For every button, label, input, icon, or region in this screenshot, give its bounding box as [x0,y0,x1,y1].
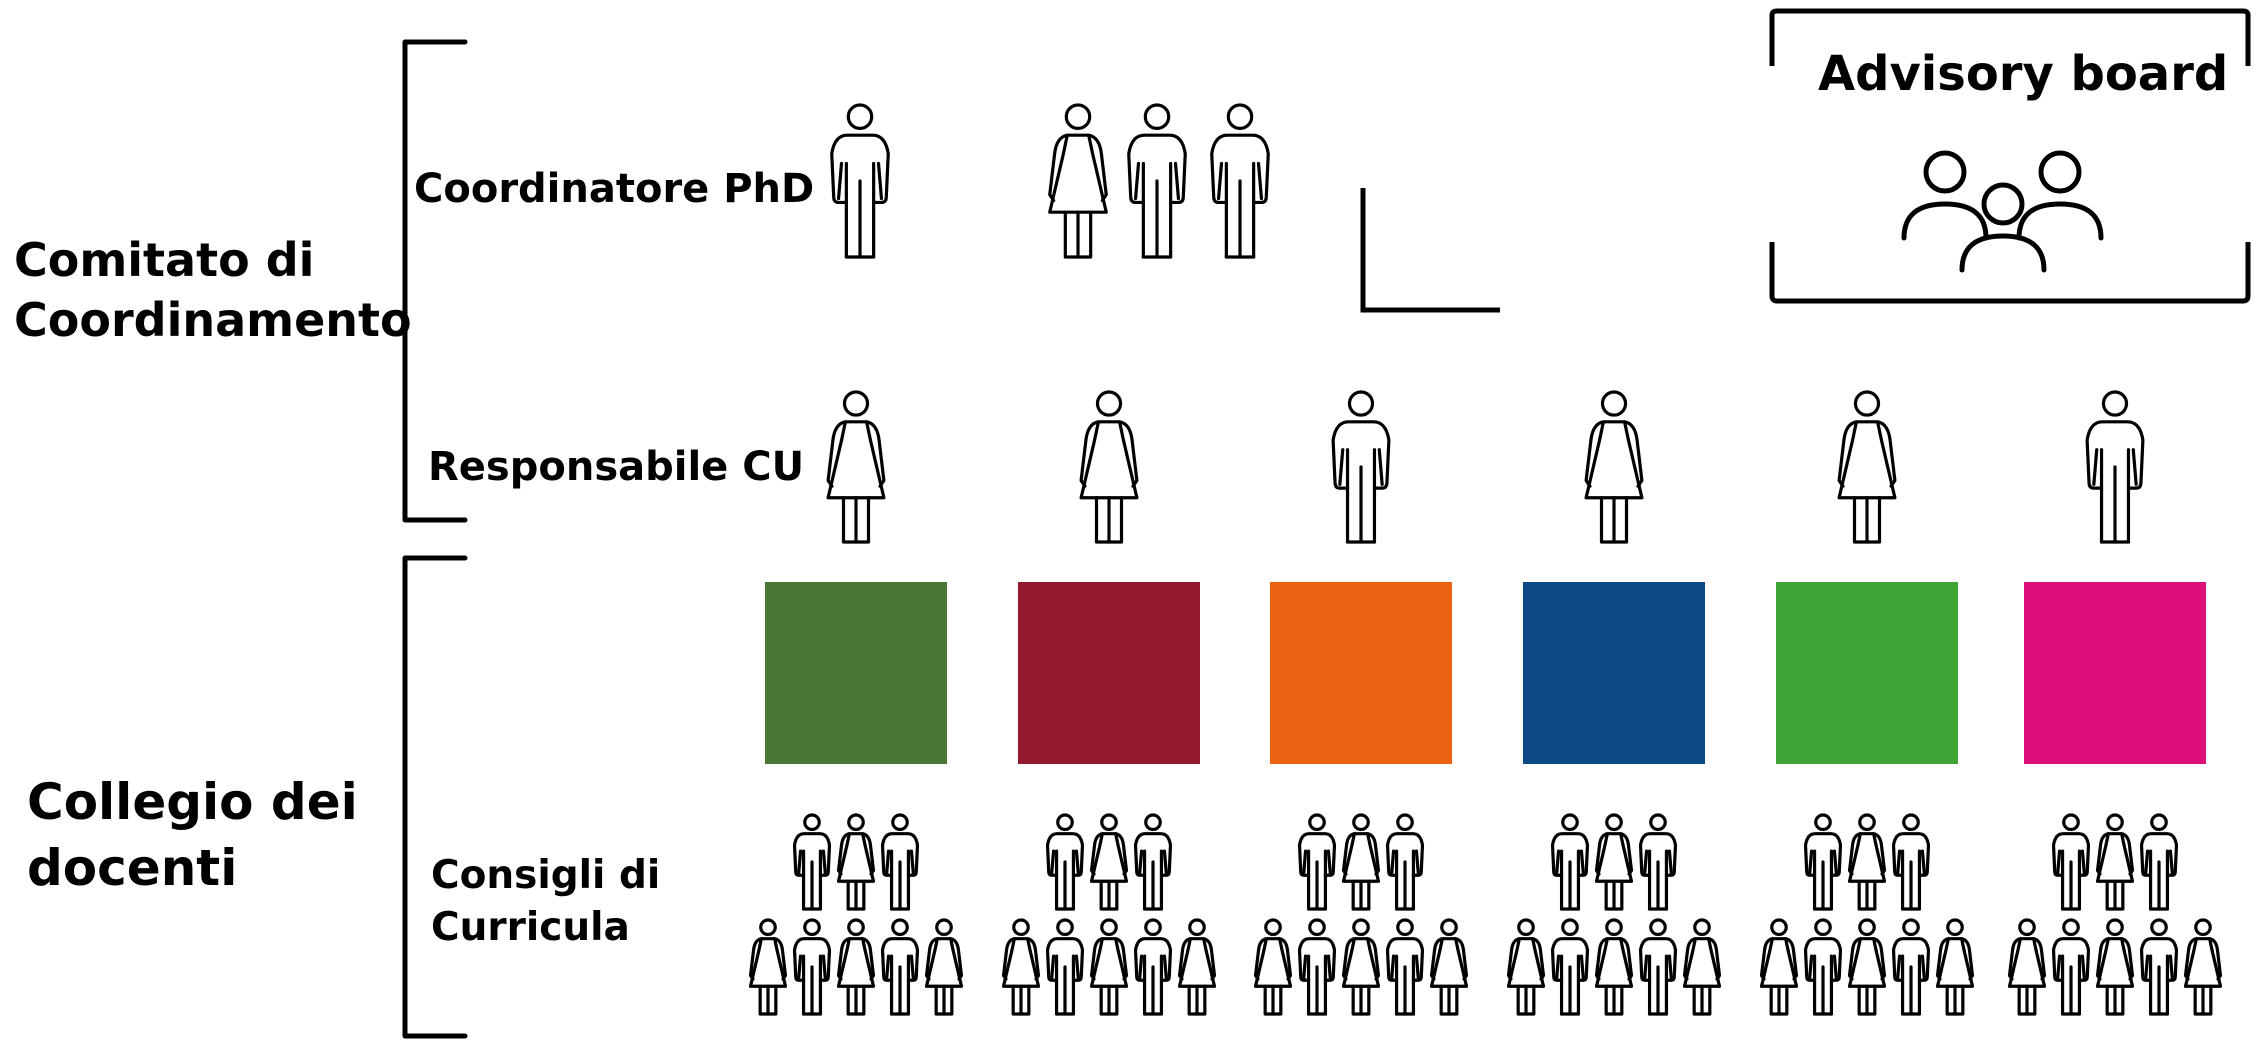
advisory-box-top [1769,8,2251,66]
man-icon [792,813,832,911]
man-icon [1638,813,1678,911]
woman-icon [1177,918,1217,1016]
connector-line [1360,188,1500,313]
comitato-label-line2: Coordinamento [14,293,412,347]
man-icon [1803,918,1843,1016]
woman-icon [836,813,876,911]
advisory-box-bottom [1769,242,2251,304]
woman-icon [1584,390,1644,544]
comitato-label-line1: Comitato di [14,233,315,287]
man-icon [1891,918,1931,1016]
woman-icon [1847,813,1887,911]
man-icon [1297,918,1337,1016]
collegio-bracket [402,555,468,1039]
man-icon [2051,813,2091,911]
man-icon [880,813,920,911]
woman-icon [826,390,886,544]
woman-icon [836,918,876,1016]
curriculum-square [765,582,947,764]
man-icon [2139,918,2179,1016]
man-icon [1550,813,1590,911]
consigli-label-line2: Curricula [431,905,630,950]
man-icon [880,918,920,1016]
man-icon [792,918,832,1016]
woman-icon [924,918,964,1016]
woman-icon [1089,918,1129,1016]
woman-icon [748,918,788,1016]
man-icon [1133,813,1173,911]
man-icon [1210,103,1270,259]
man-icon [1891,813,1931,911]
woman-icon [1253,918,1293,1016]
woman-icon [1935,918,1975,1016]
woman-icon [1682,918,1722,1016]
woman-icon [1341,813,1381,911]
man-icon [830,103,890,259]
man-icon [1297,813,1337,911]
man-icon [1385,918,1425,1016]
advisory-board-title: Advisory board [1818,46,2229,102]
man-icon [1127,103,1187,259]
woman-icon [1506,918,1546,1016]
consigli-label-line1: Consigli di [431,853,661,898]
curriculum-square [1776,582,1958,764]
comitato-bracket [402,39,468,523]
man-icon [1638,918,1678,1016]
man-icon [1133,918,1173,1016]
man-icon [2051,918,2091,1016]
woman-icon [1594,918,1634,1016]
man-icon [2139,813,2179,911]
woman-icon [1079,390,1139,544]
responsabile-label: Responsabile CU [428,444,805,490]
woman-icon [1341,918,1381,1016]
woman-icon [1089,813,1129,911]
man-icon [1045,918,1085,1016]
curriculum-square [2024,582,2206,764]
man-icon [1803,813,1843,911]
man-icon [1331,390,1391,544]
collegio-label-line1: Collegio dei [27,773,358,831]
woman-icon [2183,918,2223,1016]
woman-icon [1048,103,1108,259]
woman-icon [2095,918,2135,1016]
woman-icon [2007,918,2047,1016]
woman-icon [1001,918,1041,1016]
man-icon [1045,813,1085,911]
woman-icon [1594,813,1634,911]
collegio-label-line2: docenti [27,839,238,897]
man-icon [1550,918,1590,1016]
group-icon [1901,150,2104,273]
curriculum-square [1523,582,1705,764]
coordinatore-label: Coordinatore PhD [414,166,815,212]
curriculum-square [1018,582,1200,764]
woman-icon [1847,918,1887,1016]
woman-icon [2095,813,2135,911]
man-icon [1385,813,1425,911]
woman-icon [1429,918,1469,1016]
curriculum-square [1270,582,1452,764]
man-icon [2085,390,2145,544]
woman-icon [1759,918,1799,1016]
woman-icon [1837,390,1897,544]
